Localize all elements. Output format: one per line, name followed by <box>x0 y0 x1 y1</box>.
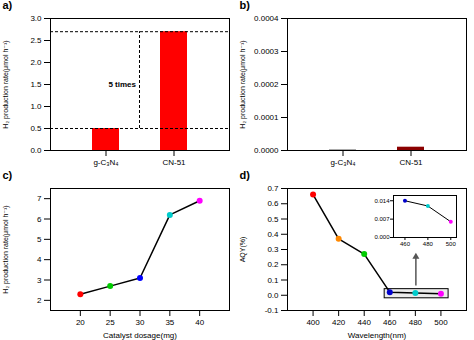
svg-text:0.5: 0.5 <box>267 215 279 224</box>
svg-text:0.0: 0.0 <box>30 146 42 155</box>
svg-text:Catalyst dosage(mg): Catalyst dosage(mg) <box>103 331 177 340</box>
svg-text:H₂ production rate(μmol h⁻¹): H₂ production rate(μmol h⁻¹) <box>2 205 10 293</box>
svg-text:0.5: 0.5 <box>30 124 42 133</box>
svg-text:H₂ production rate(μmol h⁻¹): H₂ production rate(μmol h⁻¹) <box>239 40 247 128</box>
svg-text:c): c) <box>3 169 13 181</box>
svg-text:440: 440 <box>358 318 372 327</box>
svg-text:2.5: 2.5 <box>30 36 42 45</box>
svg-text:460: 460 <box>400 241 411 247</box>
svg-text:480: 480 <box>409 318 423 327</box>
svg-text:0.2: 0.2 <box>267 260 279 269</box>
svg-text:a): a) <box>3 0 13 11</box>
svg-text:400: 400 <box>306 318 320 327</box>
svg-text:3: 3 <box>37 276 42 285</box>
svg-text:480: 480 <box>423 241 434 247</box>
svg-text:H₂ production rate(μmol h⁻¹): H₂ production rate(μmol h⁻¹) <box>2 40 10 128</box>
svg-text:3.0: 3.0 <box>30 14 42 23</box>
svg-text:25: 25 <box>106 318 115 327</box>
svg-text:CN-51: CN-51 <box>162 158 186 167</box>
svg-text:1.5: 1.5 <box>30 80 42 89</box>
svg-text:0.0003: 0.0003 <box>254 47 279 56</box>
svg-text:0.3: 0.3 <box>267 245 279 254</box>
svg-text:500: 500 <box>434 318 448 327</box>
svg-text:0.1: 0.1 <box>267 276 279 285</box>
svg-text:-0.1: -0.1 <box>265 306 279 315</box>
svg-text:g-C₃N₄: g-C₃N₄ <box>330 158 355 167</box>
svg-text:500: 500 <box>446 241 457 247</box>
svg-text:0.0001: 0.0001 <box>254 113 279 122</box>
svg-text:0.0002: 0.0002 <box>254 80 279 89</box>
svg-text:30: 30 <box>136 318 145 327</box>
svg-text:20: 20 <box>76 318 85 327</box>
svg-text:7: 7 <box>37 194 42 203</box>
svg-text:460: 460 <box>383 318 397 327</box>
svg-text:0.007: 0.007 <box>375 216 391 222</box>
svg-text:0.0004: 0.0004 <box>254 14 279 23</box>
svg-text:6: 6 <box>37 215 42 224</box>
svg-text:d): d) <box>240 169 251 181</box>
svg-text:0.014: 0.014 <box>375 198 391 204</box>
svg-text:2.0: 2.0 <box>30 58 42 67</box>
svg-text:0.0000: 0.0000 <box>254 146 279 155</box>
svg-text:0.7: 0.7 <box>267 184 279 193</box>
svg-text:2: 2 <box>37 296 42 305</box>
svg-text:b): b) <box>240 0 251 11</box>
svg-text:5: 5 <box>37 235 42 244</box>
svg-text:AQY(%): AQY(%) <box>239 237 247 263</box>
svg-text:0.6: 0.6 <box>267 199 279 208</box>
svg-text:5 times: 5 times <box>108 80 136 89</box>
svg-text:0.0: 0.0 <box>267 291 279 300</box>
svg-text:CN-51: CN-51 <box>399 158 423 167</box>
svg-text:40: 40 <box>195 318 204 327</box>
svg-text:Wavelength(nm): Wavelength(nm) <box>348 331 407 340</box>
svg-text:0.4: 0.4 <box>267 230 279 239</box>
svg-text:g-C₃N₄: g-C₃N₄ <box>93 158 118 167</box>
svg-text:4: 4 <box>37 255 42 264</box>
svg-text:1.0: 1.0 <box>30 102 42 111</box>
svg-text:420: 420 <box>332 318 346 327</box>
svg-text:35: 35 <box>165 318 174 327</box>
svg-text:0.000: 0.000 <box>375 235 391 241</box>
